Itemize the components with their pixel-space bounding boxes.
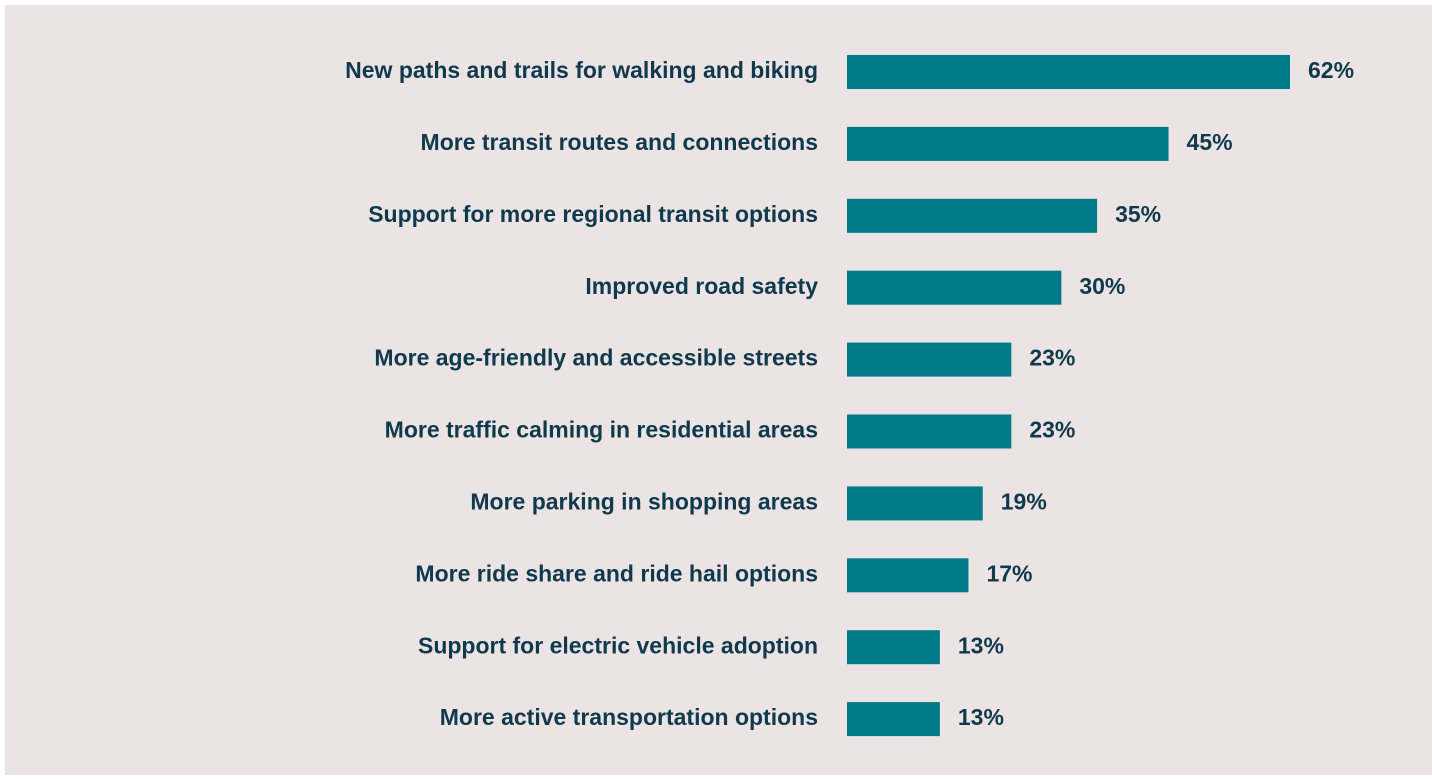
value-label: 30% [1079, 273, 1125, 299]
category-label: New paths and trails for walking and bik… [345, 57, 818, 83]
value-label: 13% [958, 704, 1004, 730]
value-label: 62% [1308, 57, 1354, 83]
category-label: Support for electric vehicle adoption [418, 632, 818, 658]
bar [847, 126, 1169, 161]
category-label: More traffic calming in residential area… [385, 417, 818, 443]
category-label: More parking in shopping areas [470, 488, 818, 514]
bar [847, 702, 940, 737]
bar [847, 630, 940, 665]
value-label: 19% [1001, 488, 1047, 514]
category-label: More age-friendly and accessible streets [374, 345, 818, 371]
bar [847, 55, 1290, 89]
value-label: 45% [1187, 129, 1233, 155]
category-label: Improved road safety [585, 273, 818, 299]
bar [847, 270, 1062, 305]
category-label: Support for more regional transit option… [368, 201, 818, 227]
bar [847, 342, 1012, 377]
category-label: More transit routes and connections [421, 129, 818, 155]
category-label: More active transportation options [440, 704, 818, 730]
bar [847, 486, 983, 521]
value-label: 35% [1115, 201, 1161, 227]
value-label: 23% [1029, 417, 1075, 443]
bar [847, 414, 1012, 449]
bar [847, 558, 969, 593]
bar [847, 198, 1098, 233]
category-label: More ride share and ride hail options [415, 560, 818, 586]
value-label: 17% [986, 560, 1032, 586]
chart-background [5, 5, 1432, 775]
value-label: 13% [958, 632, 1004, 658]
value-label: 23% [1029, 345, 1075, 371]
